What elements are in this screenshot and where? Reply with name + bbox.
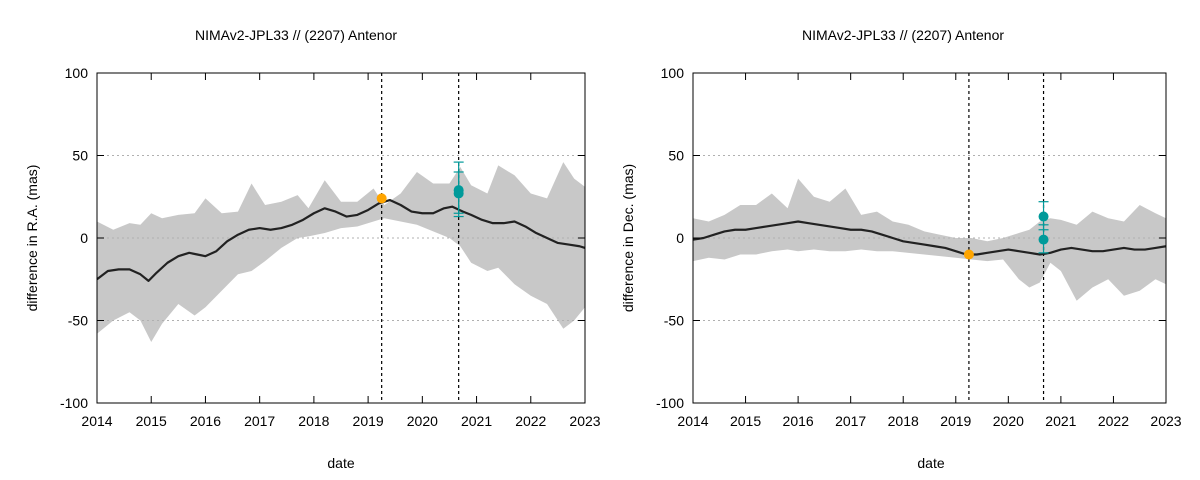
y-tick-label: 100: [661, 65, 685, 81]
ra-chart: NIMAv2-JPL33 // (2207) Antenor -100 -50 0 5…: [24, 27, 601, 471]
uncertainty-band: [97, 162, 585, 342]
x-ticks: 2014 2015 2016 2017 2018 2019 2020 2021 2022 2023: [81, 73, 601, 429]
x-tick-label: 2020: [993, 413, 1024, 429]
uncertainty-band-group: [97, 162, 585, 342]
x-tick-label: 2019: [353, 413, 384, 429]
x-tick-label: 2019: [940, 413, 971, 429]
y-axis-label: difference in R.A. (mas): [24, 165, 40, 312]
x-tick-label: 2016: [783, 413, 814, 429]
x-tick-label: 2015: [730, 413, 761, 429]
x-axis-label: date: [917, 455, 944, 471]
gridlines: [97, 155, 585, 321]
y-tick-label: 100: [65, 65, 89, 81]
data-point: [1038, 234, 1049, 245]
y-axis-label: difference in Dec. (mas): [620, 164, 636, 312]
x-tick-label: 2021: [461, 413, 492, 429]
y-tick-label: -100: [656, 395, 684, 411]
observation-points: [376, 161, 464, 218]
uncertainty-band-group: [693, 178, 1166, 301]
x-tick-label: 2014: [81, 413, 112, 429]
dec-chart: NIMAv2-JPL33 // (2207) Antenor -100 -50 0 5…: [620, 27, 1182, 471]
data-point: [453, 188, 464, 199]
epoch-lines: [968, 73, 1045, 403]
gridlines: [693, 155, 1166, 321]
y-tick-label: -50: [68, 313, 88, 329]
chart-title: NIMAv2-JPL33 // (2207) Antenor: [802, 27, 1004, 43]
x-ticks: 2014 2015 2016 2017 2018 2019 2020 2021 2022 2023: [677, 73, 1182, 429]
x-tick-label: 2016: [190, 413, 221, 429]
x-axis-label: date: [327, 455, 354, 471]
uncertainty-band: [693, 178, 1166, 301]
x-tick-label: 2023: [569, 413, 600, 429]
y-tick-label: -100: [60, 395, 88, 411]
x-tick-label: 2021: [1045, 413, 1076, 429]
x-tick-label: 2022: [1098, 413, 1129, 429]
y-tick-label: -50: [664, 313, 684, 329]
y-tick-label: 50: [668, 148, 684, 164]
epoch-lines: [381, 73, 460, 403]
series-line-group: [96, 198, 586, 282]
x-tick-label: 2023: [1150, 413, 1181, 429]
x-tick-label: 2015: [136, 413, 167, 429]
x-tick-label: 2018: [888, 413, 919, 429]
y-ticks: -100 -50 0 50 100: [656, 65, 1166, 411]
x-tick-label: 2017: [835, 413, 866, 429]
data-point: [963, 249, 974, 260]
x-tick-label: 2014: [677, 413, 708, 429]
y-tick-label: 0: [80, 230, 88, 246]
series-line-group: [692, 220, 1167, 256]
series-line: [692, 220, 1167, 256]
y-ticks: -100 -50 0 50 100: [60, 65, 585, 411]
series-line: [96, 198, 586, 282]
chart-title: NIMAv2-JPL33 // (2207) Antenor: [195, 27, 397, 43]
x-tick-label: 2018: [298, 413, 329, 429]
data-point: [1038, 211, 1049, 222]
observation-points: [963, 201, 1049, 260]
x-tick-label: 2017: [244, 413, 275, 429]
x-tick-label: 2020: [407, 413, 438, 429]
x-tick-label: 2022: [515, 413, 546, 429]
y-tick-label: 50: [72, 148, 88, 164]
y-tick-label: 0: [676, 230, 684, 246]
data-point: [376, 193, 387, 204]
